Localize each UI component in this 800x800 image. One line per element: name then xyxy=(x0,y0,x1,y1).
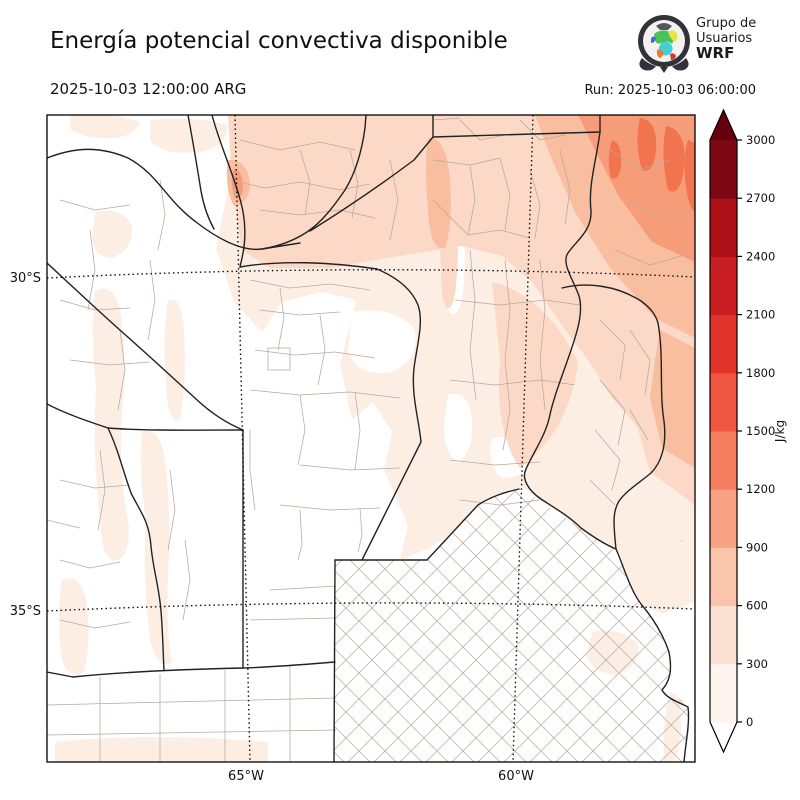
y-tick-35S: 35°S xyxy=(10,604,41,619)
globe-logo-icon xyxy=(638,15,690,73)
x-tick-65W: 65°W xyxy=(228,769,264,784)
province-boundaries xyxy=(47,115,690,762)
wrf-users-group-logo: Grupo de Usuarios WRF xyxy=(634,10,784,80)
logo-text: Grupo de Usuarios WRF xyxy=(696,16,756,61)
gridline-30S xyxy=(47,269,695,279)
colorbar-units-label: J/kg xyxy=(773,420,787,443)
y-tick-30S: 30°S xyxy=(10,271,41,286)
map-frame xyxy=(46,114,696,763)
axis-tick-labels: 30°S 35°S 65°W 60°W xyxy=(10,271,534,784)
colorbar-tick-label: 1200 xyxy=(746,482,775,496)
colorbar-outline xyxy=(709,108,738,754)
page-title: Energía potencial convectiva disponible xyxy=(50,28,508,54)
colorbar-tick-label: 2400 xyxy=(746,249,775,263)
logo-line-3: WRF xyxy=(696,44,735,62)
colorbar-tick-label: 3000 xyxy=(746,133,775,147)
colorbar-tick-label: 2700 xyxy=(746,191,775,205)
valid-time-label: 2025-10-03 12:00:00 ARG xyxy=(50,80,247,98)
gridline-35S xyxy=(47,602,695,612)
x-tick-60W: 60°W xyxy=(498,769,534,784)
colorbar: 0 300 600 900 1200 1500 1800 2100 2400 2700 3000 xyxy=(710,110,775,752)
colorbar-tick-label: 300 xyxy=(746,657,768,671)
colorbar-tick-label: 1800 xyxy=(746,366,775,380)
buenos-aires-region xyxy=(334,489,695,762)
map-canvas xyxy=(47,115,695,762)
run-time-label: Run: 2025-10-03 06:00:00 xyxy=(584,83,756,98)
colorbar-tick-label: 2100 xyxy=(746,308,775,322)
department-boundaries xyxy=(47,117,691,762)
colorbar-tick-label: 1500 xyxy=(746,424,775,438)
colorbar-tick-label: 600 xyxy=(746,599,768,613)
colorbar-tick-label: 900 xyxy=(746,540,768,554)
graticule-gridlines xyxy=(47,115,695,762)
colorbar-tick-label: 0 xyxy=(746,715,753,729)
logo-line-2: Usuarios xyxy=(696,31,753,46)
logo-line-1: Grupo de xyxy=(696,16,757,31)
cape-shading-field xyxy=(55,115,695,762)
